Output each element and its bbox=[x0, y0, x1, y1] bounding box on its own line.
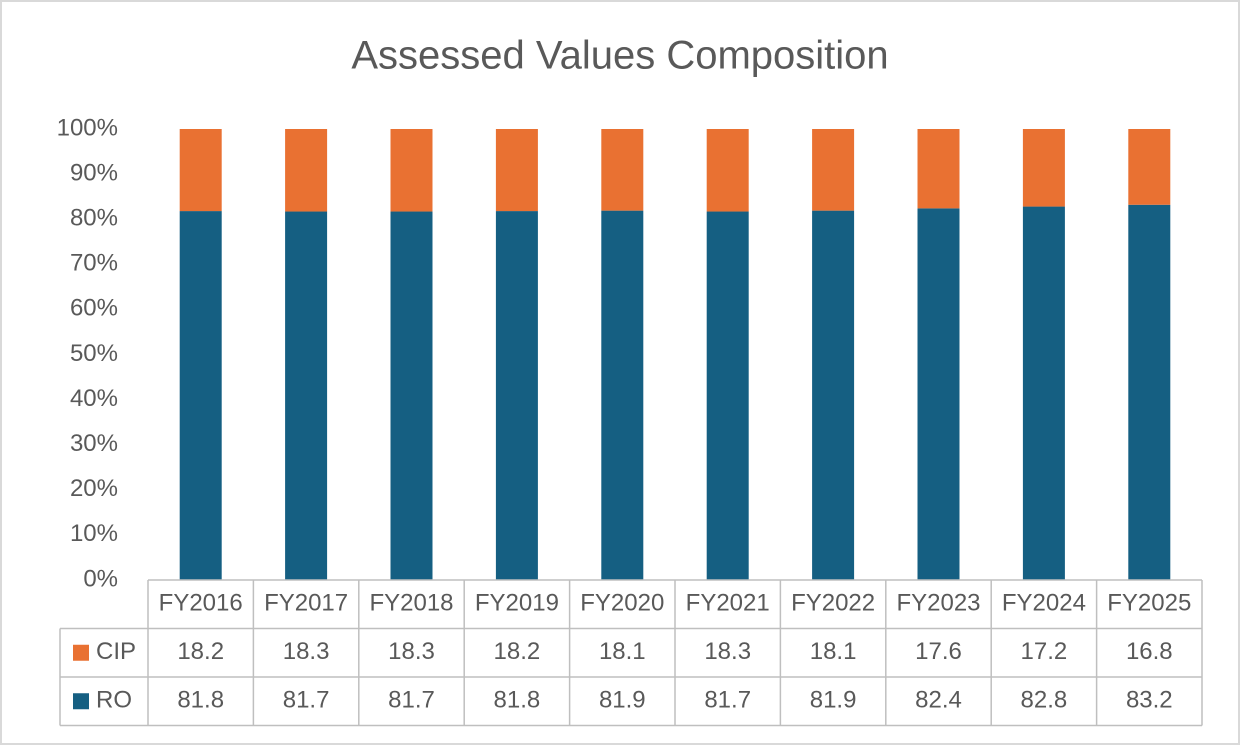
bar-segment bbox=[1022, 129, 1065, 207]
bar-segment bbox=[390, 129, 433, 212]
y-tick-label: 0% bbox=[83, 565, 118, 592]
y-tick-label: 10% bbox=[70, 520, 118, 547]
table-value: 81.7 bbox=[704, 687, 751, 714]
bar-segment bbox=[179, 211, 222, 580]
bar-segment bbox=[917, 208, 960, 580]
y-tick-label: 20% bbox=[70, 475, 118, 502]
table-value: 18.1 bbox=[599, 638, 646, 665]
table-value: 81.9 bbox=[599, 687, 646, 714]
bar-segment bbox=[285, 129, 328, 212]
bar-segment bbox=[706, 129, 749, 212]
x-tick-label: FY2021 bbox=[686, 590, 770, 617]
y-tick-label: 30% bbox=[70, 430, 118, 457]
chart-title: Assessed Values Composition bbox=[351, 34, 888, 78]
table-value: 81.8 bbox=[494, 687, 541, 714]
table-value: 81.7 bbox=[283, 687, 330, 714]
x-tick-label: FY2023 bbox=[896, 590, 980, 617]
bar-segment bbox=[390, 211, 433, 580]
bar-segment bbox=[495, 129, 538, 212]
x-tick-label: FY2022 bbox=[791, 590, 875, 617]
table-value: 18.2 bbox=[177, 638, 224, 665]
x-tick-label: FY2020 bbox=[580, 590, 664, 617]
table-value: 82.4 bbox=[915, 687, 962, 714]
table-value: 83.2 bbox=[1126, 687, 1173, 714]
table-value: 81.8 bbox=[177, 687, 224, 714]
table-value: 18.1 bbox=[810, 638, 857, 665]
legend-label: RO bbox=[96, 687, 132, 714]
table-value: 18.3 bbox=[388, 638, 435, 665]
x-tick-label: FY2017 bbox=[264, 590, 348, 617]
y-tick-label: 90% bbox=[70, 159, 118, 186]
legend-swatch bbox=[73, 644, 89, 661]
table-value: 18.3 bbox=[283, 638, 330, 665]
table-value: 82.8 bbox=[1021, 687, 1068, 714]
bar-segment bbox=[285, 211, 328, 580]
bar-segment bbox=[1128, 129, 1171, 205]
y-tick-label: 60% bbox=[70, 295, 118, 322]
y-tick-label: 100% bbox=[57, 114, 118, 141]
x-tick-label: FY2016 bbox=[159, 590, 243, 617]
table-value: 81.7 bbox=[388, 687, 435, 714]
y-tick-label: 80% bbox=[70, 205, 118, 232]
x-tick-label: FY2024 bbox=[1002, 590, 1086, 617]
legend-swatch bbox=[73, 693, 89, 710]
bar-segment bbox=[1128, 204, 1171, 580]
y-tick-label: 50% bbox=[70, 340, 118, 367]
bar-segment bbox=[706, 211, 749, 580]
table-value: 17.6 bbox=[915, 638, 962, 665]
x-tick-label: FY2018 bbox=[369, 590, 453, 617]
bar-segment bbox=[917, 129, 960, 209]
y-tick-label: 70% bbox=[70, 250, 118, 277]
y-tick-label: 40% bbox=[70, 385, 118, 412]
bar-segment bbox=[601, 210, 644, 581]
table-value: 18.2 bbox=[494, 638, 541, 665]
legend-label: CIP bbox=[96, 638, 136, 665]
table-value: 81.9 bbox=[810, 687, 857, 714]
x-tick-label: FY2019 bbox=[475, 590, 559, 617]
bar-segment bbox=[495, 211, 538, 580]
bar-segment bbox=[812, 210, 855, 581]
bar-segment bbox=[1022, 206, 1065, 580]
bar-segment bbox=[601, 129, 644, 211]
bar-segment bbox=[812, 129, 855, 211]
bar-segment bbox=[179, 129, 222, 212]
table-value: 18.3 bbox=[704, 638, 751, 665]
table-value: 17.2 bbox=[1021, 638, 1068, 665]
x-tick-label: FY2025 bbox=[1107, 590, 1191, 617]
table-value: 16.8 bbox=[1126, 638, 1173, 665]
